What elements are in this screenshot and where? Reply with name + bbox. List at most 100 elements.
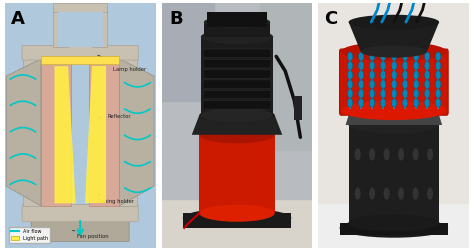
Circle shape bbox=[369, 80, 375, 89]
Bar bbox=[207, 12, 267, 27]
Ellipse shape bbox=[427, 188, 433, 200]
Circle shape bbox=[413, 89, 419, 98]
Bar bbox=[92, 8, 107, 46]
Circle shape bbox=[402, 52, 408, 61]
Bar bbox=[119, 59, 137, 206]
Ellipse shape bbox=[339, 218, 448, 238]
Circle shape bbox=[358, 98, 364, 107]
Circle shape bbox=[436, 80, 441, 89]
Bar bbox=[204, 22, 270, 37]
Ellipse shape bbox=[201, 30, 273, 44]
Polygon shape bbox=[55, 66, 76, 203]
Ellipse shape bbox=[355, 148, 361, 160]
Ellipse shape bbox=[412, 188, 419, 200]
Ellipse shape bbox=[199, 108, 275, 122]
Bar bbox=[162, 198, 312, 248]
Bar bbox=[339, 223, 448, 235]
Bar bbox=[199, 135, 275, 213]
Polygon shape bbox=[6, 59, 41, 206]
Bar bbox=[41, 56, 119, 64]
Circle shape bbox=[347, 70, 353, 80]
Circle shape bbox=[436, 89, 441, 98]
Ellipse shape bbox=[204, 16, 270, 28]
Text: Tubing holder: Tubing holder bbox=[98, 194, 134, 204]
Text: C: C bbox=[325, 10, 337, 28]
Circle shape bbox=[424, 52, 430, 61]
Circle shape bbox=[413, 80, 419, 89]
Circle shape bbox=[381, 52, 386, 61]
Circle shape bbox=[402, 89, 408, 98]
Text: Lamp holder: Lamp holder bbox=[98, 55, 146, 72]
Ellipse shape bbox=[369, 148, 375, 160]
Ellipse shape bbox=[348, 15, 439, 30]
Polygon shape bbox=[41, 59, 71, 206]
Ellipse shape bbox=[352, 97, 436, 114]
Text: Reflector: Reflector bbox=[100, 114, 131, 119]
Circle shape bbox=[413, 52, 419, 61]
Circle shape bbox=[424, 89, 430, 98]
Text: Fan position: Fan position bbox=[73, 230, 109, 239]
FancyBboxPatch shape bbox=[203, 100, 271, 109]
Circle shape bbox=[347, 52, 353, 61]
Circle shape bbox=[402, 80, 408, 89]
Circle shape bbox=[436, 52, 441, 61]
Bar bbox=[260, 2, 312, 150]
Polygon shape bbox=[346, 106, 442, 125]
Ellipse shape bbox=[199, 204, 275, 222]
Circle shape bbox=[358, 70, 364, 80]
Circle shape bbox=[358, 52, 364, 61]
FancyBboxPatch shape bbox=[203, 80, 271, 88]
Circle shape bbox=[381, 61, 386, 70]
Text: A: A bbox=[11, 10, 25, 28]
Ellipse shape bbox=[199, 126, 275, 144]
Circle shape bbox=[381, 98, 386, 107]
Ellipse shape bbox=[412, 148, 419, 160]
FancyBboxPatch shape bbox=[22, 45, 138, 60]
FancyBboxPatch shape bbox=[203, 90, 271, 99]
Polygon shape bbox=[85, 66, 106, 203]
Text: B: B bbox=[169, 10, 183, 28]
Circle shape bbox=[402, 70, 408, 80]
Circle shape bbox=[381, 70, 386, 80]
FancyBboxPatch shape bbox=[22, 204, 138, 222]
Circle shape bbox=[369, 61, 375, 70]
Ellipse shape bbox=[341, 42, 447, 61]
Circle shape bbox=[369, 52, 375, 61]
Circle shape bbox=[436, 70, 441, 80]
Circle shape bbox=[347, 80, 353, 89]
Circle shape bbox=[369, 70, 375, 80]
Circle shape bbox=[424, 70, 430, 80]
FancyBboxPatch shape bbox=[31, 219, 129, 242]
Ellipse shape bbox=[383, 148, 390, 160]
Circle shape bbox=[358, 80, 364, 89]
Circle shape bbox=[436, 61, 441, 70]
Circle shape bbox=[369, 89, 375, 98]
FancyBboxPatch shape bbox=[203, 49, 271, 58]
Ellipse shape bbox=[348, 116, 439, 134]
Ellipse shape bbox=[427, 148, 433, 160]
FancyBboxPatch shape bbox=[203, 70, 271, 78]
Circle shape bbox=[392, 70, 397, 80]
Circle shape bbox=[424, 98, 430, 107]
Bar bbox=[162, 2, 214, 100]
Bar bbox=[294, 96, 302, 120]
Bar bbox=[182, 213, 292, 228]
Ellipse shape bbox=[369, 188, 375, 200]
Polygon shape bbox=[119, 59, 154, 206]
FancyBboxPatch shape bbox=[339, 49, 448, 115]
Bar bbox=[348, 125, 439, 223]
Circle shape bbox=[424, 61, 430, 70]
Circle shape bbox=[347, 61, 353, 70]
Polygon shape bbox=[348, 22, 439, 52]
Polygon shape bbox=[89, 59, 119, 206]
Bar bbox=[57, 12, 103, 46]
Circle shape bbox=[402, 61, 408, 70]
Circle shape bbox=[402, 98, 408, 107]
Ellipse shape bbox=[383, 188, 390, 200]
Circle shape bbox=[413, 70, 419, 80]
Circle shape bbox=[392, 98, 397, 107]
Circle shape bbox=[392, 89, 397, 98]
Bar bbox=[23, 59, 41, 206]
Circle shape bbox=[381, 80, 386, 89]
Bar bbox=[162, 2, 312, 198]
